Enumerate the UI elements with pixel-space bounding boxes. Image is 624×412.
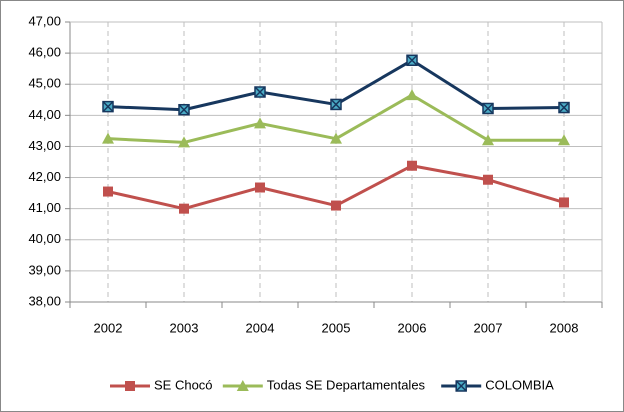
x-tick-label: 2005 [322,320,351,335]
marker [558,101,570,114]
marker [455,380,467,392]
marker [331,200,341,211]
x-tick-label: 2002 [94,320,123,335]
x-tick-label: 2003 [170,320,199,335]
marker [406,54,418,67]
marker-cross [455,380,467,392]
marker [236,380,249,391]
y-tick-label: 45,00 [28,76,61,91]
y-tick-label: 40,00 [28,231,61,246]
marker-cross [102,101,114,113]
marker [559,197,569,208]
marker [178,103,190,116]
marker [482,102,494,115]
marker-cross [330,98,342,110]
y-tick-label: 44,00 [28,107,61,122]
y-tick-label: 39,00 [28,262,61,277]
x-tick-label: 2006 [398,320,427,335]
y-tick-label: 47,00 [28,13,61,28]
marker-cross [254,86,266,98]
y-tick-label: 38,00 [28,293,61,308]
y-tick-label: 43,00 [28,138,61,153]
marker-cross [178,104,190,116]
marker [103,186,113,197]
x-tick-label: 2008 [550,320,579,335]
legend-label: COLOMBIA [485,377,554,392]
y-tick-label: 41,00 [28,200,61,215]
marker [483,174,493,185]
marker [102,100,114,113]
marker [254,86,266,98]
marker [102,132,114,144]
marker [330,132,342,144]
marker [254,117,266,129]
marker [482,134,494,146]
marker [406,89,418,101]
legend-label: SE Chocó [154,377,213,392]
marker [255,182,265,193]
marker-cross [482,102,494,115]
y-tick-label: 42,00 [28,169,61,184]
x-tick-label: 2004 [246,320,275,335]
marker [125,381,135,391]
marker [558,134,570,146]
marker-cross [558,102,570,114]
marker [330,98,342,111]
marker [407,160,417,171]
x-tick-label: 2007 [474,320,503,335]
marker [179,203,189,214]
legend-label: Todas SE Departamentales [267,377,426,392]
marker-cross [406,54,418,66]
marker [178,136,190,148]
y-tick-label: 46,00 [28,45,61,60]
